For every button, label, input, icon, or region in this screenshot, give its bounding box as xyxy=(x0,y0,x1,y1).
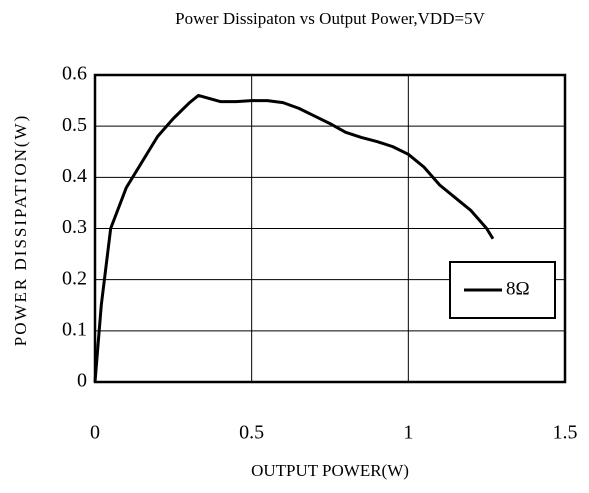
x-tick-label: 1.5 xyxy=(553,422,578,444)
y-tick-label: 0.6 xyxy=(62,63,87,85)
x-tick-label: 1 xyxy=(403,422,413,444)
chart-title: Power Dissipaton vs Output Power,VDD=5V xyxy=(175,9,485,28)
x-axis-label: OUTPUT POWER(W) xyxy=(251,461,409,480)
x-tick-label: 0.5 xyxy=(239,422,264,444)
y-tick-label: 0 xyxy=(77,370,87,392)
data-line xyxy=(93,93,495,383)
y-tick-label: 0.1 xyxy=(62,318,87,340)
y-axis-label: POWER DISSIPATION(W) xyxy=(11,114,30,347)
x-tick-label: 0 xyxy=(90,422,100,444)
y-tick-label: 0.5 xyxy=(62,114,87,136)
y-tick-label: 0.3 xyxy=(62,216,87,238)
legend-label: 8Ω xyxy=(506,278,530,299)
y-tick-label: 0.4 xyxy=(62,165,87,187)
plot-frame xyxy=(93,73,567,384)
y-tick-label: 0.2 xyxy=(62,267,87,289)
